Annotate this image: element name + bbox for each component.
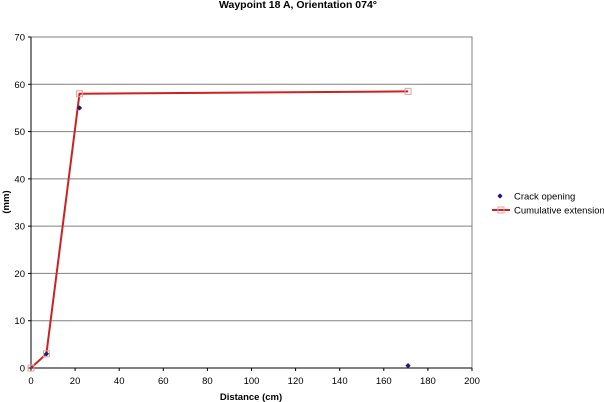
x-tick-label: 180	[420, 376, 436, 387]
y-axis-title: (mm)	[1, 190, 12, 213]
legend-marker-cumulative-extension	[497, 206, 505, 214]
legend-label: Cumulative extension	[514, 206, 604, 217]
legend: Crack opening Cumulative extension	[486, 187, 604, 219]
series-layer	[27, 87, 412, 372]
x-tick-label: 100	[244, 376, 260, 387]
x-tick-label: 40	[114, 376, 125, 387]
x-tick-label: 200	[464, 376, 480, 387]
cumulative-extension-point	[27, 364, 35, 372]
series-line-cumulative-extension	[30, 90, 409, 369]
x-axis-title: Distance (cm)	[220, 392, 282, 402]
y-tick-label: 30	[14, 222, 25, 233]
x-tick-label: 60	[158, 376, 169, 387]
y-tick-label: 70	[14, 33, 25, 44]
crack-opening-point	[405, 363, 411, 369]
plot-area	[30, 36, 473, 369]
x-tick-label: 20	[70, 376, 81, 387]
y-tick-label: 0	[20, 364, 25, 375]
cumulative-extension-point	[404, 87, 412, 95]
crack-opening-point	[43, 351, 50, 357]
cumulative-extension-point	[42, 350, 50, 358]
y-tick-label: 60	[14, 80, 25, 91]
gridlines	[31, 83, 472, 322]
legend-label: Crack opening	[514, 192, 575, 203]
y-tick-label: 10	[14, 316, 25, 327]
legend-box	[486, 187, 604, 219]
x-tick-label: 80	[202, 376, 213, 387]
crack-opening-point	[76, 105, 83, 111]
x-tick-label: 120	[288, 376, 304, 387]
x-tick-label: 0	[28, 376, 33, 387]
y-tick-label: 20	[14, 269, 25, 280]
x-tick-label: 140	[332, 376, 348, 387]
chart-title: Waypoint 18 A, Orientation 074°	[219, 0, 377, 11]
y-tick-label: 50	[14, 127, 25, 138]
cumulative-extension-point	[76, 90, 84, 98]
legend-marker-crack-opening	[497, 193, 503, 199]
y-tick-label: 40	[14, 174, 25, 185]
x-tick-label: 160	[376, 376, 392, 387]
axes: 0 10 20 30 40 50 60 70 0 20 40 60 80 100 120 140 160 180 2…	[14, 33, 480, 388]
